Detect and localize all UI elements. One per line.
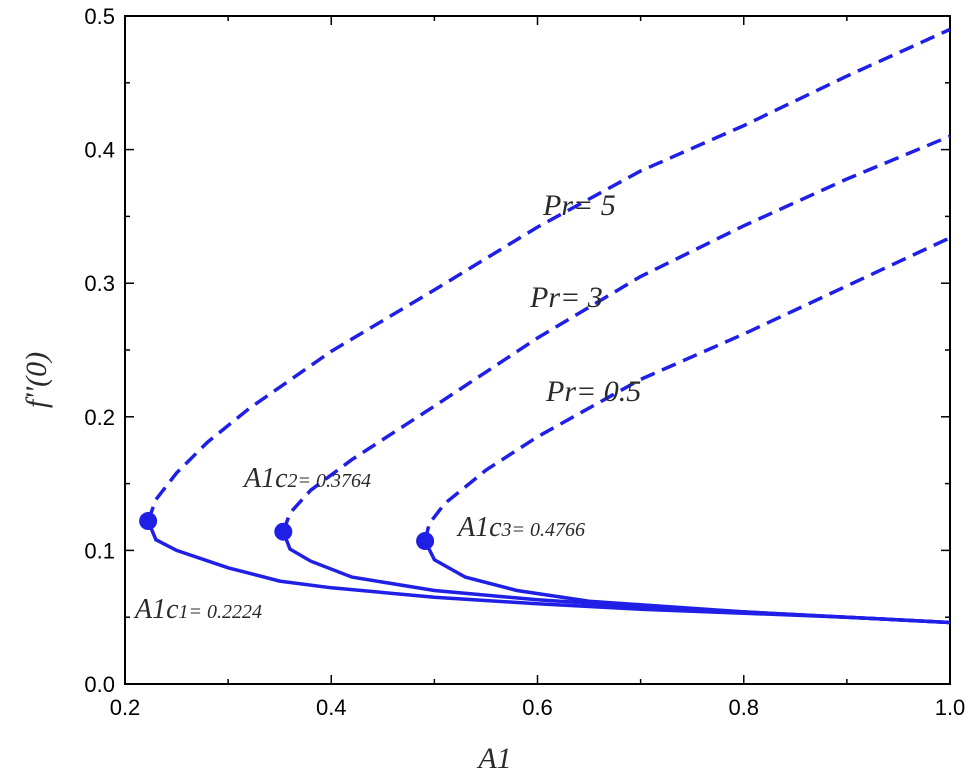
critical-label-1-main: A1c — [133, 594, 179, 625]
axis-ticks: 0.2 0.4 0.6 0.8 1.0 0.0 0.1 0.2 0.3 0.4 0.5 — [84, 4, 965, 720]
critical-label-2-sub: 2 — [288, 470, 298, 492]
x-tick-label: 1.0 — [935, 695, 966, 720]
series-label-pr3: Pr= 3 — [529, 281, 603, 314]
x-axis-title: A1 — [476, 742, 511, 775]
critical-points — [139, 512, 435, 551]
critical-label-1-value: = 0.2224 — [189, 601, 263, 623]
plot-area: 0.2 0.4 0.6 0.8 1.0 0.0 0.1 0.2 0.3 0.4 0.5 — [84, 4, 965, 720]
critical-label-2: A1c2= 0.3764 — [242, 463, 371, 494]
y-tick-label: 0.4 — [84, 138, 115, 163]
critical-label-2-main: A1c — [242, 463, 288, 494]
critical-label-3: A1c3= 0.4766 — [456, 512, 585, 543]
plot-frame — [124, 15, 951, 685]
y-tick-label: 0.1 — [84, 538, 115, 563]
critical-label-3-main: A1c — [456, 512, 502, 543]
y-axis-title: f''(0) — [20, 352, 53, 408]
series-label-pr5: Pr= 5 — [542, 189, 616, 222]
critical-label-3-sub: 3 — [501, 519, 512, 541]
series-label-pr0-5: Pr= 0.5 — [545, 375, 641, 408]
series-lines — [146, 27, 951, 625]
critical-label-3-value: = 0.4766 — [512, 519, 586, 541]
x-tick-label: 0.6 — [522, 695, 553, 720]
y-tick-label: 0.0 — [84, 672, 115, 697]
critical-label-1: A1c1= 0.2224 — [133, 594, 262, 625]
x-tick-label: 0.8 — [728, 695, 759, 720]
critical-point-3 — [416, 532, 435, 551]
y-tick-label: 0.2 — [84, 405, 115, 430]
series-3-lower-branch — [423, 540, 951, 625]
critical-point-2 — [274, 522, 293, 541]
y-tick-label: 0.3 — [84, 271, 115, 296]
critical-label-2-value: = 0.3764 — [298, 470, 372, 492]
series-2-upper-branch — [281, 134, 951, 533]
y-tick-label: 0.5 — [84, 4, 115, 29]
x-tick-label: 0.2 — [110, 695, 141, 720]
critical-point-1 — [139, 512, 158, 531]
series-1-upper-branch — [146, 27, 951, 522]
series-3-upper-branch — [423, 236, 951, 542]
x-tick-label: 0.4 — [316, 695, 347, 720]
critical-label-1-sub: 1 — [179, 601, 189, 623]
